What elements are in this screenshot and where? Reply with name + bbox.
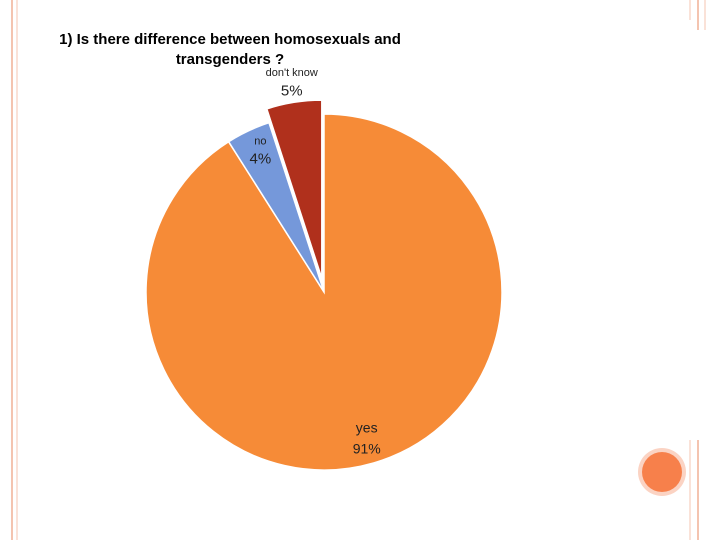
slice-category-label: yes	[356, 420, 378, 436]
decor-circle	[642, 452, 682, 492]
slice-category-label: no	[254, 136, 266, 148]
pie: yes 91% no 4% don't know 5%	[145, 67, 503, 471]
pie-slice	[227, 121, 325, 293]
chart-title: 1) Is there difference between homosexua…	[59, 31, 401, 68]
slice-value-label: 91%	[353, 441, 381, 457]
slice-value-label: 5%	[281, 82, 303, 99]
slice-category-label: don't know	[266, 67, 318, 79]
pie-slice	[145, 113, 503, 471]
pie-slice	[265, 99, 323, 279]
slice-value-label: 4%	[249, 151, 271, 168]
